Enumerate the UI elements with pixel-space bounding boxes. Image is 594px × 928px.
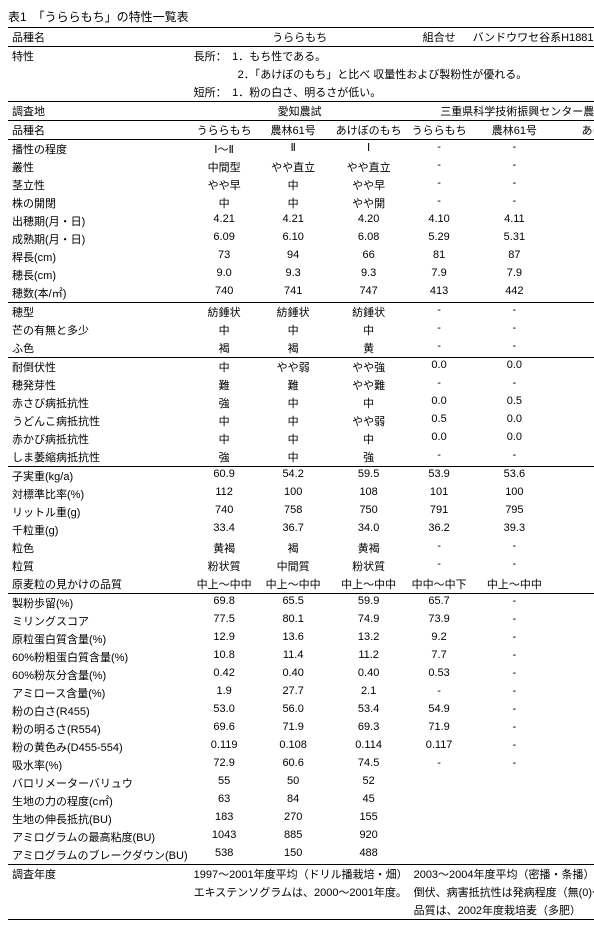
characteristics-table: 品種名うららもち組合せバンドウワセ谷系H1881(あけぼのもち)特性長所： 1．…: [8, 27, 594, 920]
table-title: 表1 「うららもち」の特性一覧表: [8, 8, 594, 25]
